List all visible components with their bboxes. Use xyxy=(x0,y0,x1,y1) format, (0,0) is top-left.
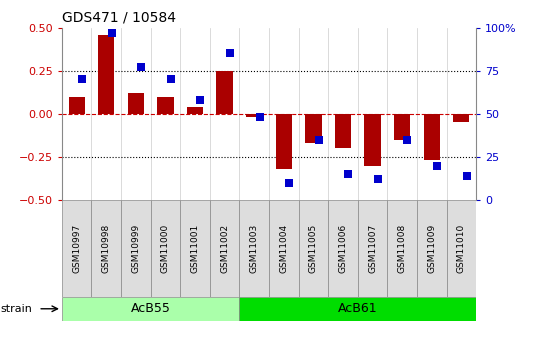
Point xyxy=(107,30,116,36)
Text: GSM10998: GSM10998 xyxy=(102,224,111,273)
Bar xyxy=(299,200,328,297)
Bar xyxy=(98,34,115,114)
Bar xyxy=(62,200,91,297)
Bar xyxy=(121,200,151,297)
Bar xyxy=(246,114,263,117)
Bar xyxy=(216,71,233,114)
Bar xyxy=(394,114,410,140)
Point xyxy=(225,51,234,56)
Bar xyxy=(187,107,203,114)
Bar xyxy=(151,200,180,297)
Bar xyxy=(157,97,174,114)
Bar xyxy=(387,200,417,297)
Bar xyxy=(423,114,440,160)
Bar xyxy=(91,200,121,297)
Point xyxy=(255,115,264,120)
Text: strain: strain xyxy=(1,304,32,314)
Bar xyxy=(68,97,85,114)
Point xyxy=(462,173,471,179)
Text: GSM11006: GSM11006 xyxy=(338,224,348,273)
Text: GSM11010: GSM11010 xyxy=(457,224,466,273)
Bar xyxy=(62,297,239,321)
Bar xyxy=(447,200,476,297)
Bar xyxy=(269,200,299,297)
Text: GDS471 / 10584: GDS471 / 10584 xyxy=(62,10,176,24)
Text: GSM11008: GSM11008 xyxy=(398,224,407,273)
Text: GSM10997: GSM10997 xyxy=(72,224,81,273)
Bar xyxy=(239,200,269,297)
Bar xyxy=(417,200,447,297)
Text: GSM11001: GSM11001 xyxy=(190,224,200,273)
Text: GSM11007: GSM11007 xyxy=(368,224,377,273)
Point xyxy=(166,77,175,82)
Bar xyxy=(210,200,239,297)
Text: GSM11004: GSM11004 xyxy=(279,224,288,273)
Text: GSM11005: GSM11005 xyxy=(309,224,318,273)
Text: GSM11000: GSM11000 xyxy=(161,224,170,273)
Bar xyxy=(305,114,322,143)
Bar xyxy=(128,93,144,114)
Bar xyxy=(180,200,210,297)
Bar xyxy=(453,114,470,122)
Text: AcB61: AcB61 xyxy=(338,302,378,315)
Bar xyxy=(275,114,292,169)
Text: GSM11003: GSM11003 xyxy=(250,224,259,273)
Bar xyxy=(328,200,358,297)
Point xyxy=(314,137,323,142)
Point xyxy=(433,163,441,168)
Bar xyxy=(239,297,476,321)
Point xyxy=(77,77,86,82)
Point xyxy=(285,180,293,186)
Bar xyxy=(335,114,351,148)
Point xyxy=(373,177,382,182)
Text: GSM10999: GSM10999 xyxy=(131,224,140,273)
Point xyxy=(344,171,352,177)
Text: AcB55: AcB55 xyxy=(131,302,171,315)
Point xyxy=(196,97,204,103)
Text: GSM11002: GSM11002 xyxy=(220,224,229,273)
Bar xyxy=(364,114,381,166)
Point xyxy=(137,65,145,70)
Bar xyxy=(358,200,387,297)
Text: GSM11009: GSM11009 xyxy=(427,224,436,273)
Point xyxy=(403,137,412,142)
